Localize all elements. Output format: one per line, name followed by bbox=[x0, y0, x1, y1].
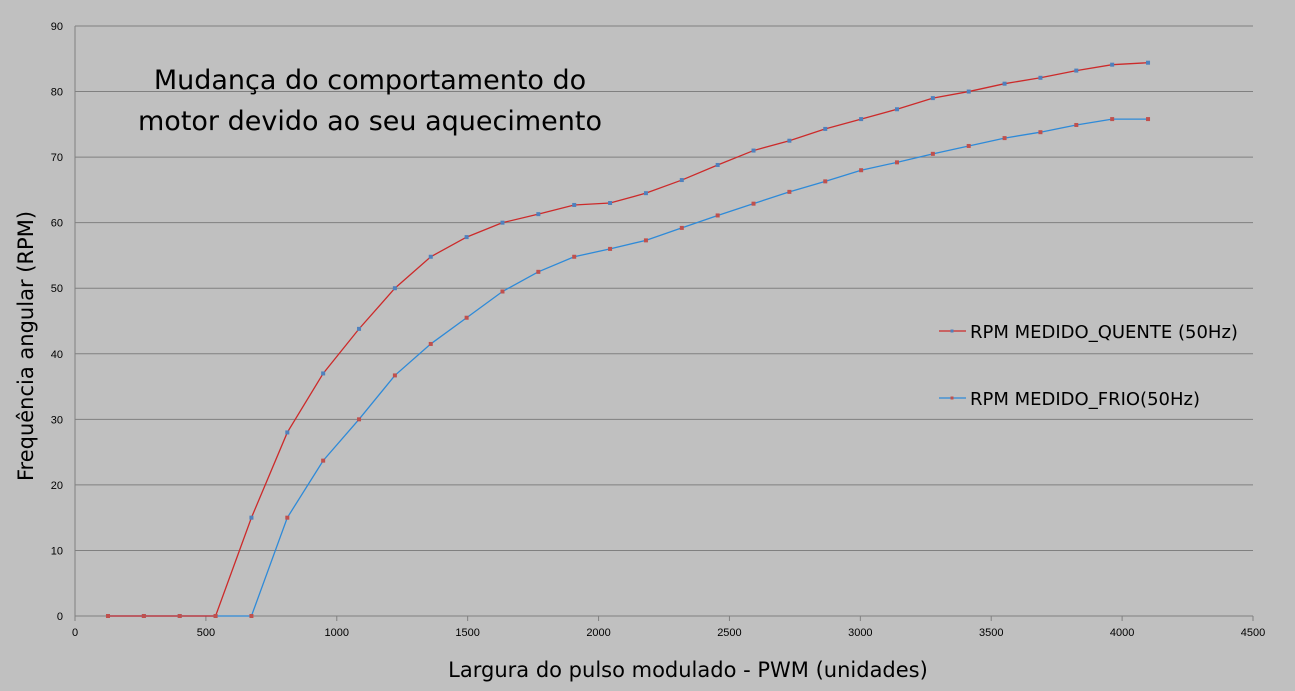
data-point bbox=[894, 160, 899, 165]
data-point bbox=[643, 238, 648, 243]
data-point bbox=[428, 341, 433, 346]
tick-labels: 0 10 20 30 40 50 60 70 80 90 0 500 1000 1500 2000 2500 3… bbox=[51, 21, 1265, 639]
y-tick-label: 10 bbox=[51, 545, 63, 557]
data-point bbox=[715, 162, 720, 167]
y-tick-label: 30 bbox=[51, 414, 63, 426]
x-tick-label: 3500 bbox=[979, 627, 1003, 639]
x-axis-title: Largura do pulso modulado - PWM (unidade… bbox=[448, 658, 928, 682]
data-point bbox=[1074, 122, 1079, 127]
data-point bbox=[500, 220, 505, 225]
data-point bbox=[643, 191, 648, 196]
data-point bbox=[1002, 81, 1007, 86]
y-tick-label: 40 bbox=[51, 349, 63, 361]
data-point bbox=[894, 107, 899, 112]
series-line bbox=[107, 118, 1149, 617]
data-point bbox=[536, 269, 541, 274]
data-point bbox=[930, 96, 935, 101]
data-point bbox=[1038, 130, 1043, 135]
x-tick-label: 1500 bbox=[455, 627, 479, 639]
data-point bbox=[608, 201, 613, 205]
data-point bbox=[679, 178, 684, 183]
x-tick-label: 0 bbox=[72, 627, 78, 639]
data-point bbox=[536, 212, 541, 217]
data-point bbox=[285, 515, 290, 520]
data-point bbox=[392, 286, 397, 291]
data-point bbox=[679, 225, 684, 230]
y-tick-label: 0 bbox=[57, 611, 63, 623]
data-point bbox=[966, 89, 971, 94]
x-tick-label: 4000 bbox=[1110, 627, 1134, 639]
y-tick-label: 70 bbox=[51, 152, 63, 164]
legend-label: RPM MEDIDO_QUENTE (50Hz) bbox=[970, 322, 1238, 343]
data-point bbox=[321, 458, 326, 463]
x-tick-label: 2000 bbox=[586, 627, 610, 639]
data-point bbox=[1110, 117, 1115, 122]
data-point bbox=[249, 614, 254, 618]
data-point bbox=[500, 289, 505, 294]
series-group bbox=[105, 60, 1151, 618]
y-tick-label: 50 bbox=[51, 283, 63, 295]
y-tick-label: 80 bbox=[51, 87, 63, 99]
x-tick-label: 3000 bbox=[848, 627, 872, 639]
y-tick-label: 90 bbox=[51, 21, 63, 33]
data-point bbox=[1110, 62, 1115, 67]
data-point bbox=[464, 315, 469, 320]
data-point bbox=[823, 126, 828, 131]
data-point bbox=[787, 189, 792, 194]
data-point bbox=[1074, 68, 1079, 73]
data-point bbox=[1146, 117, 1151, 122]
data-point bbox=[392, 373, 397, 378]
data-point bbox=[823, 179, 828, 184]
data-point bbox=[249, 515, 254, 520]
data-point bbox=[141, 614, 146, 618]
legend-marker bbox=[950, 396, 954, 400]
legend: RPM MEDIDO_QUENTE (50Hz) RPM MEDIDO_FRIO(… bbox=[939, 322, 1238, 410]
data-point bbox=[751, 148, 756, 153]
data-point bbox=[1038, 75, 1043, 80]
y-axis-title: Frequência angular (RPM) bbox=[14, 211, 38, 481]
data-point bbox=[464, 235, 469, 240]
legend-label: RPM MEDIDO_FRIO(50Hz) bbox=[970, 389, 1200, 410]
data-point bbox=[751, 201, 756, 206]
data-point bbox=[357, 326, 362, 331]
chart-title-line-2: motor devido ao seu aquecimento bbox=[138, 106, 602, 137]
y-tick-label: 20 bbox=[51, 480, 63, 492]
data-point bbox=[213, 614, 218, 618]
series-line bbox=[107, 62, 1149, 617]
data-point bbox=[1146, 60, 1151, 65]
data-point bbox=[321, 371, 326, 376]
gridlines bbox=[74, 25, 1254, 621]
data-point bbox=[930, 151, 935, 156]
x-tick-label: 1000 bbox=[325, 627, 349, 639]
data-point bbox=[715, 213, 720, 218]
x-tick-label: 4500 bbox=[1241, 627, 1265, 639]
legend-marker bbox=[950, 329, 954, 333]
data-point bbox=[357, 417, 362, 422]
data-point bbox=[787, 138, 792, 143]
data-point bbox=[966, 143, 971, 148]
data-point bbox=[608, 246, 613, 251]
data-point bbox=[572, 202, 577, 207]
data-point bbox=[105, 614, 110, 618]
data-point bbox=[859, 117, 864, 122]
data-point bbox=[1002, 136, 1007, 141]
y-tick-label: 60 bbox=[51, 218, 63, 230]
data-point bbox=[285, 430, 290, 435]
data-point bbox=[572, 254, 577, 259]
data-point bbox=[428, 254, 433, 259]
x-tick-label: 500 bbox=[197, 627, 215, 639]
chart-title-line-1: Mudança do comportamento do bbox=[154, 65, 586, 96]
data-point bbox=[177, 614, 182, 618]
data-point bbox=[859, 168, 864, 173]
x-tick-label: 2500 bbox=[717, 627, 741, 639]
